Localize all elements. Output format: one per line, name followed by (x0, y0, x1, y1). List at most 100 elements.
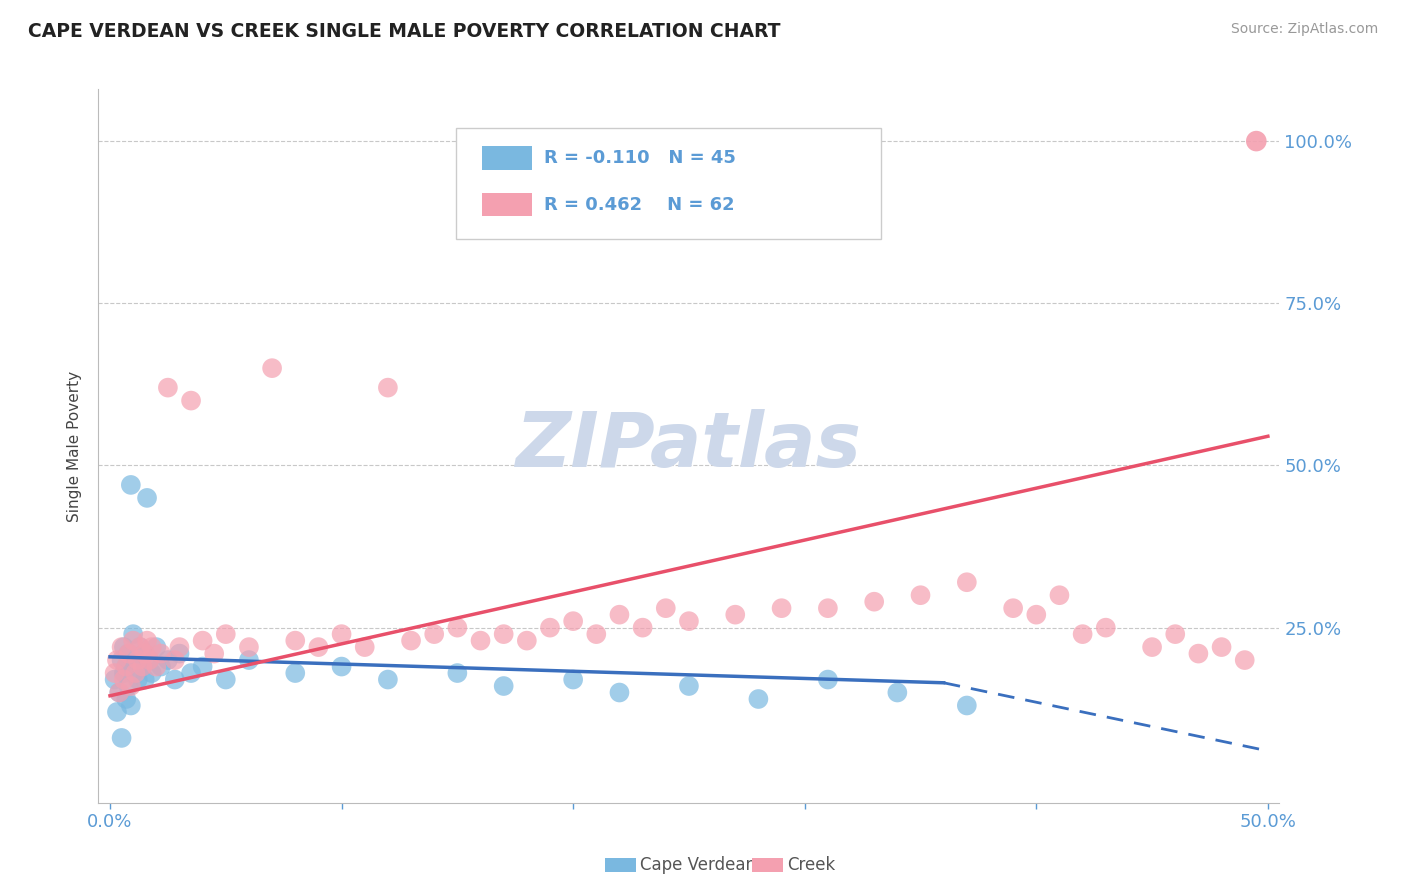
Point (120, 679, 142, 693)
Point (562, 673, 585, 687)
Text: Creek: Creek (787, 856, 835, 874)
Point (110, 653, 132, 667)
Point (284, 633, 307, 648)
Point (156, 381, 179, 395)
Point (956, 575, 979, 590)
Point (817, 601, 839, 615)
Point (1164, 627, 1187, 641)
Point (330, 627, 353, 641)
Point (886, 685, 908, 699)
Point (284, 666, 307, 681)
Text: Cape Verdeans: Cape Verdeans (640, 856, 765, 874)
Point (817, 673, 839, 687)
Point (863, 595, 886, 609)
Point (124, 666, 146, 681)
Point (112, 640, 135, 654)
Point (136, 633, 159, 648)
Point (307, 640, 329, 654)
Point (538, 621, 561, 635)
Point (110, 731, 132, 745)
Point (585, 627, 607, 641)
Point (122, 633, 145, 648)
Point (156, 653, 179, 667)
Point (149, 659, 172, 673)
Point (115, 659, 138, 673)
Point (1233, 653, 1256, 667)
Point (770, 601, 793, 615)
Point (115, 692, 138, 706)
Point (377, 381, 399, 395)
Point (127, 653, 149, 667)
Point (492, 627, 515, 641)
Point (238, 640, 260, 654)
Point (129, 640, 152, 654)
Point (138, 653, 160, 667)
Text: ZIPatlas: ZIPatlas (516, 409, 862, 483)
Point (105, 705, 128, 719)
Point (104, 673, 127, 687)
Point (446, 666, 468, 681)
Point (112, 666, 135, 681)
Point (108, 685, 131, 699)
Point (117, 647, 139, 661)
Point (1187, 647, 1209, 661)
Point (399, 633, 422, 648)
Point (353, 640, 375, 654)
Text: R = 0.462    N = 62: R = 0.462 N = 62 (544, 196, 734, 214)
Point (134, 673, 156, 687)
Point (747, 692, 769, 706)
Point (169, 647, 191, 661)
Point (131, 659, 153, 673)
Point (108, 685, 131, 699)
Point (1002, 601, 1025, 615)
Point (910, 588, 932, 602)
Point (122, 666, 145, 681)
Point (149, 647, 172, 661)
Point (120, 698, 142, 713)
Point (215, 627, 238, 641)
Point (163, 673, 186, 687)
Point (145, 659, 167, 673)
Point (262, 361, 284, 376)
Point (631, 621, 654, 635)
Y-axis label: Single Male Poverty: Single Male Poverty (67, 370, 83, 522)
Point (492, 679, 515, 693)
Point (117, 679, 139, 693)
FancyBboxPatch shape (457, 128, 882, 239)
Point (117, 647, 139, 661)
Point (112, 673, 135, 687)
Point (609, 607, 631, 622)
Point (330, 659, 353, 673)
Point (423, 627, 446, 641)
Point (1211, 640, 1233, 654)
Point (516, 633, 538, 648)
Point (163, 653, 186, 667)
Point (138, 653, 160, 667)
Point (724, 607, 747, 622)
Point (145, 640, 167, 654)
Point (180, 393, 202, 408)
Point (1049, 588, 1071, 602)
Point (655, 601, 678, 615)
Text: Source: ZipAtlas.com: Source: ZipAtlas.com (1230, 22, 1378, 37)
Point (678, 679, 700, 693)
Point (115, 659, 138, 673)
Point (1071, 627, 1094, 641)
Point (678, 614, 700, 628)
Point (1140, 640, 1163, 654)
Point (562, 614, 585, 628)
Point (141, 666, 163, 681)
Point (134, 647, 156, 661)
Point (446, 621, 468, 635)
Point (124, 653, 146, 667)
Point (104, 666, 127, 681)
Point (134, 647, 156, 661)
Point (377, 673, 399, 687)
Point (105, 653, 128, 667)
Text: R = -0.110   N = 45: R = -0.110 N = 45 (544, 150, 735, 168)
Point (136, 491, 159, 505)
Point (110, 640, 132, 654)
Point (1025, 607, 1047, 622)
Point (120, 478, 142, 492)
Point (141, 640, 163, 654)
